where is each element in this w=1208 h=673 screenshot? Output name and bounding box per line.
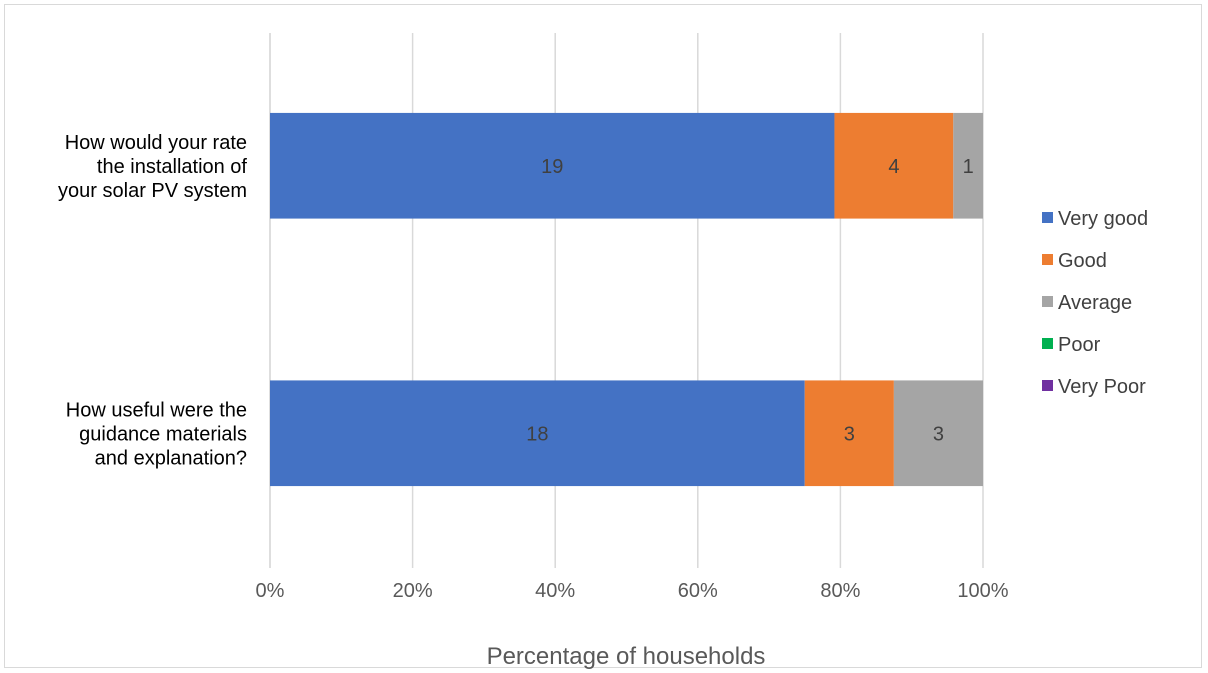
data-label: 3: [933, 423, 944, 445]
x-axis-title: Percentage of households: [487, 643, 766, 670]
data-label: 4: [888, 156, 899, 178]
x-tick-labels: 0% 20% 40% 60% 80% 100%: [256, 580, 1009, 602]
x-tick-label: 60%: [678, 580, 718, 602]
bar-segment: [893, 380, 983, 487]
data-label: 18: [526, 423, 548, 445]
legend-label: Poor: [1058, 334, 1101, 356]
legend-label: Good: [1058, 250, 1107, 272]
x-tick-label: 0%: [256, 580, 285, 602]
x-tick-label: 20%: [393, 580, 433, 602]
legend-label: Very good: [1058, 208, 1148, 230]
legend-swatch: [1042, 380, 1053, 391]
legend-swatch: [1042, 338, 1053, 349]
legend-swatch: [1042, 212, 1053, 223]
category-label: How useful were the: [66, 399, 247, 421]
x-tick-label: 40%: [535, 580, 575, 602]
data-label: 3: [844, 423, 855, 445]
category-label: and explanation?: [95, 447, 247, 469]
bar-segment: [804, 380, 894, 487]
category-label: your solar PV system: [58, 180, 247, 202]
category-label: guidance materials: [79, 423, 247, 445]
bars: [270, 112, 983, 487]
bar-segment: [834, 112, 954, 219]
data-labels: 19 4 1 18 3 3: [526, 156, 973, 446]
bar-segment: [270, 112, 835, 219]
category-label: the installation of: [97, 156, 248, 178]
data-label: 19: [541, 156, 563, 178]
legend-swatch: [1042, 296, 1053, 307]
legend: Very good Good Average Poor Very Poor: [1042, 208, 1148, 398]
x-tick-label: 100%: [957, 580, 1008, 602]
legend-swatch: [1042, 254, 1053, 265]
legend-label: Average: [1058, 292, 1132, 314]
category-label: How would your rate: [65, 132, 247, 154]
x-tick-label: 80%: [820, 580, 860, 602]
bar-segment: [953, 112, 983, 219]
data-label: 1: [963, 156, 974, 178]
bar-segment: [270, 380, 805, 487]
legend-label: Very Poor: [1058, 376, 1146, 398]
